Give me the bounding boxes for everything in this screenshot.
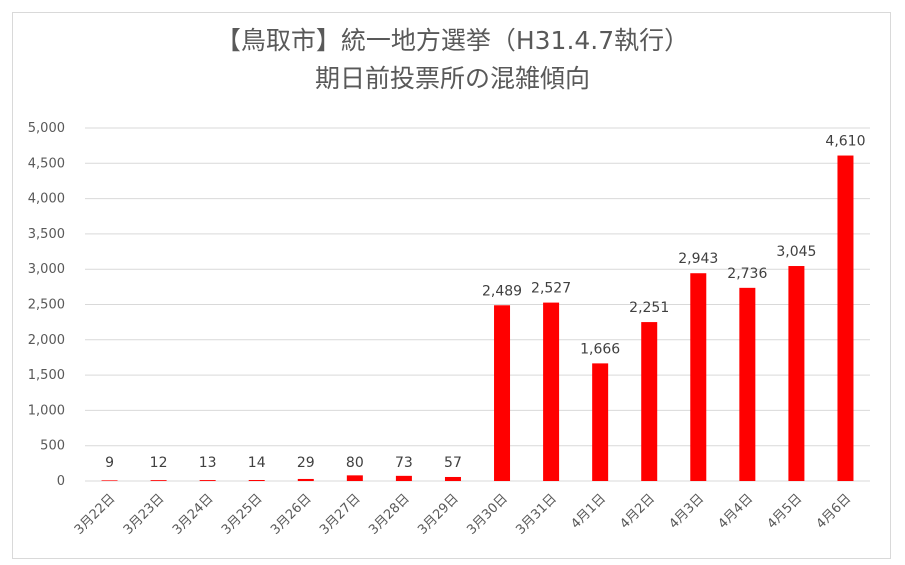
y-tick-label: 500 xyxy=(40,439,65,454)
bar xyxy=(395,475,412,481)
bar xyxy=(592,363,609,481)
y-tick-label: 4,500 xyxy=(28,156,65,171)
chart-title-line-2: 期日前投票所の混雑傾向 xyxy=(314,64,590,93)
chart-title: 【鳥取市】統一地方選挙（H31.4.7執行） 期日前投票所の混雑傾向 xyxy=(0,22,905,98)
y-tick-label: 0 xyxy=(57,474,65,489)
bar xyxy=(101,480,118,481)
y-tick-label: 5,000 xyxy=(28,121,65,136)
data-label: 3,045 xyxy=(776,244,816,260)
bar xyxy=(494,305,511,481)
x-tick-label: 4月5日 xyxy=(765,491,806,532)
x-tick-label: 4月4日 xyxy=(715,491,756,532)
data-label: 73 xyxy=(395,455,413,471)
y-tick-label: 3,000 xyxy=(28,262,65,277)
x-tick-label: 3月23日 xyxy=(121,491,168,538)
data-label: 2,527 xyxy=(531,281,571,297)
data-label: 2,489 xyxy=(482,283,522,299)
bar xyxy=(641,322,658,481)
x-tick-label: 3月26日 xyxy=(268,491,315,538)
y-tick-label: 3,500 xyxy=(28,227,65,242)
bar xyxy=(690,273,707,481)
bar xyxy=(199,480,216,481)
data-label: 80 xyxy=(346,455,364,471)
data-label: 2,736 xyxy=(727,266,767,282)
x-tick-label: 3月30日 xyxy=(464,491,511,538)
x-tick-label: 3月25日 xyxy=(219,491,266,538)
x-tick-label: 4月2日 xyxy=(617,491,658,532)
bar xyxy=(788,266,805,481)
data-label: 1,666 xyxy=(580,341,620,357)
x-tick-label: 4月3日 xyxy=(666,491,707,532)
x-tick-label: 4月1日 xyxy=(568,491,609,532)
data-label: 29 xyxy=(297,455,315,471)
x-tick-label: 3月24日 xyxy=(170,491,217,538)
data-label: 57 xyxy=(444,455,462,471)
data-label: 4,610 xyxy=(825,134,865,150)
y-tick-label: 1,000 xyxy=(28,403,65,418)
x-tick-label: 3月29日 xyxy=(415,491,462,538)
data-label: 9 xyxy=(105,455,114,471)
bar xyxy=(297,478,314,481)
x-tick-label: 3月27日 xyxy=(317,491,364,538)
x-tick-label: 3月28日 xyxy=(366,491,413,538)
bar xyxy=(444,476,461,481)
bar xyxy=(543,302,560,481)
data-label: 2,943 xyxy=(678,251,718,267)
y-tick-label: 4,000 xyxy=(28,192,65,207)
x-tick-label: 3月31日 xyxy=(513,491,560,538)
bar xyxy=(150,480,167,481)
bar xyxy=(837,155,854,481)
chart-title-line-1: 【鳥取市】統一地方選挙（H31.4.7執行） xyxy=(215,26,690,55)
y-tick-label: 1,500 xyxy=(28,368,65,383)
bar xyxy=(739,287,756,481)
data-label: 14 xyxy=(248,455,266,471)
data-label: 13 xyxy=(199,455,217,471)
y-tick-label: 2,000 xyxy=(28,333,65,348)
data-label: 12 xyxy=(150,455,168,471)
x-tick-label: 3月22日 xyxy=(72,491,119,538)
y-tick-label: 2,500 xyxy=(28,298,65,313)
data-label: 2,251 xyxy=(629,300,669,316)
x-tick-label: 4月6日 xyxy=(814,491,855,532)
bar xyxy=(248,480,265,481)
bar xyxy=(346,475,363,481)
